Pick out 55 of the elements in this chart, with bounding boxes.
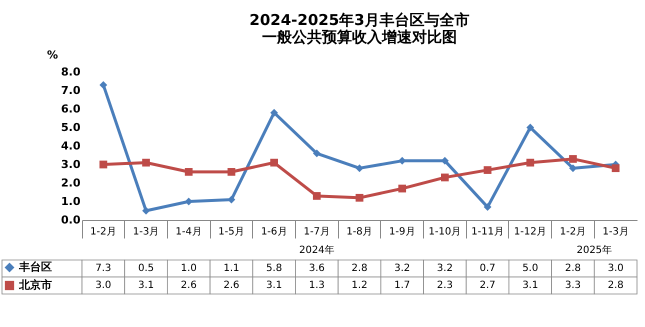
x-tick-label: 1-2月: [90, 226, 117, 238]
x-tick-label: 1-12月: [514, 226, 547, 238]
y-tick-label: 1.0: [61, 195, 81, 208]
x-tick-label: 1-11月: [471, 226, 504, 238]
y-tick-label: 2.0: [61, 176, 81, 190]
data-label: 3.2: [394, 263, 410, 274]
data-label: 3.3: [565, 280, 581, 291]
data-label: 3.2: [436, 263, 453, 274]
text: 2024年: [299, 244, 335, 256]
data-label: 1.2: [352, 280, 368, 291]
x-tick-label: 1-4月: [176, 226, 202, 238]
x-tick-label: 1-5月: [218, 226, 245, 238]
data-label: 3.0: [95, 280, 112, 291]
data-label: 0.7: [480, 263, 496, 274]
data-label: 2.7: [480, 280, 496, 291]
data-label: 2.8: [565, 263, 581, 274]
data-label: 1.3: [308, 280, 325, 291]
x-tick-label: 1-8月: [346, 226, 373, 238]
data-label: 7.3: [95, 263, 112, 274]
data-label: 2.8: [352, 263, 368, 274]
x-tick-label: 1-10月: [428, 226, 462, 238]
data-label: 5.0: [522, 263, 538, 274]
y-axis-title: %: [46, 48, 58, 62]
data-label: 0.5: [138, 263, 154, 274]
data-label: 2.6: [180, 280, 197, 291]
data-label: 3.0: [608, 263, 624, 274]
data-label: 3.6: [308, 263, 325, 274]
y-tick-label: 4.0: [61, 140, 81, 152]
x-tick-label: 1-9月: [389, 226, 416, 238]
data-label: 5.8: [266, 263, 282, 274]
data-label: 3.1: [266, 280, 282, 291]
x-tick-label: 1-3月: [602, 226, 629, 238]
y-tick-label: 0.0: [61, 214, 81, 226]
data-label: 1.7: [394, 280, 410, 291]
x-tick-label: 1-3月: [132, 226, 160, 238]
text: 2025年: [576, 244, 612, 256]
y-tick-label: 8.0: [61, 66, 81, 78]
y-tick-label: 5.0: [61, 121, 81, 134]
data-label: 2.8: [608, 280, 624, 291]
text: 2024-2025年3月丰台区与全市: [249, 11, 470, 29]
data-label: 2.3: [436, 280, 453, 291]
legend-label: 北京市: [18, 278, 52, 292]
x-tick-label: 1-7月: [304, 226, 330, 238]
y-tick-label: 7.0: [61, 84, 81, 97]
data-label: 1.0: [180, 263, 197, 274]
x-tick-label: 1-2月: [560, 226, 586, 238]
data-label: 2.6: [223, 280, 240, 291]
legend-label: 丰台区: [18, 260, 52, 274]
y-tick-label: 3.0: [61, 158, 81, 171]
text: 一般公共预算收入增速对比图: [262, 28, 457, 46]
x-tick-label: 1-6月: [260, 226, 288, 238]
data-label: 3.1: [522, 280, 538, 291]
data-label: 3.1: [138, 280, 154, 291]
y-tick-label: 6.0: [61, 102, 81, 116]
data-label: 1.1: [223, 263, 240, 274]
